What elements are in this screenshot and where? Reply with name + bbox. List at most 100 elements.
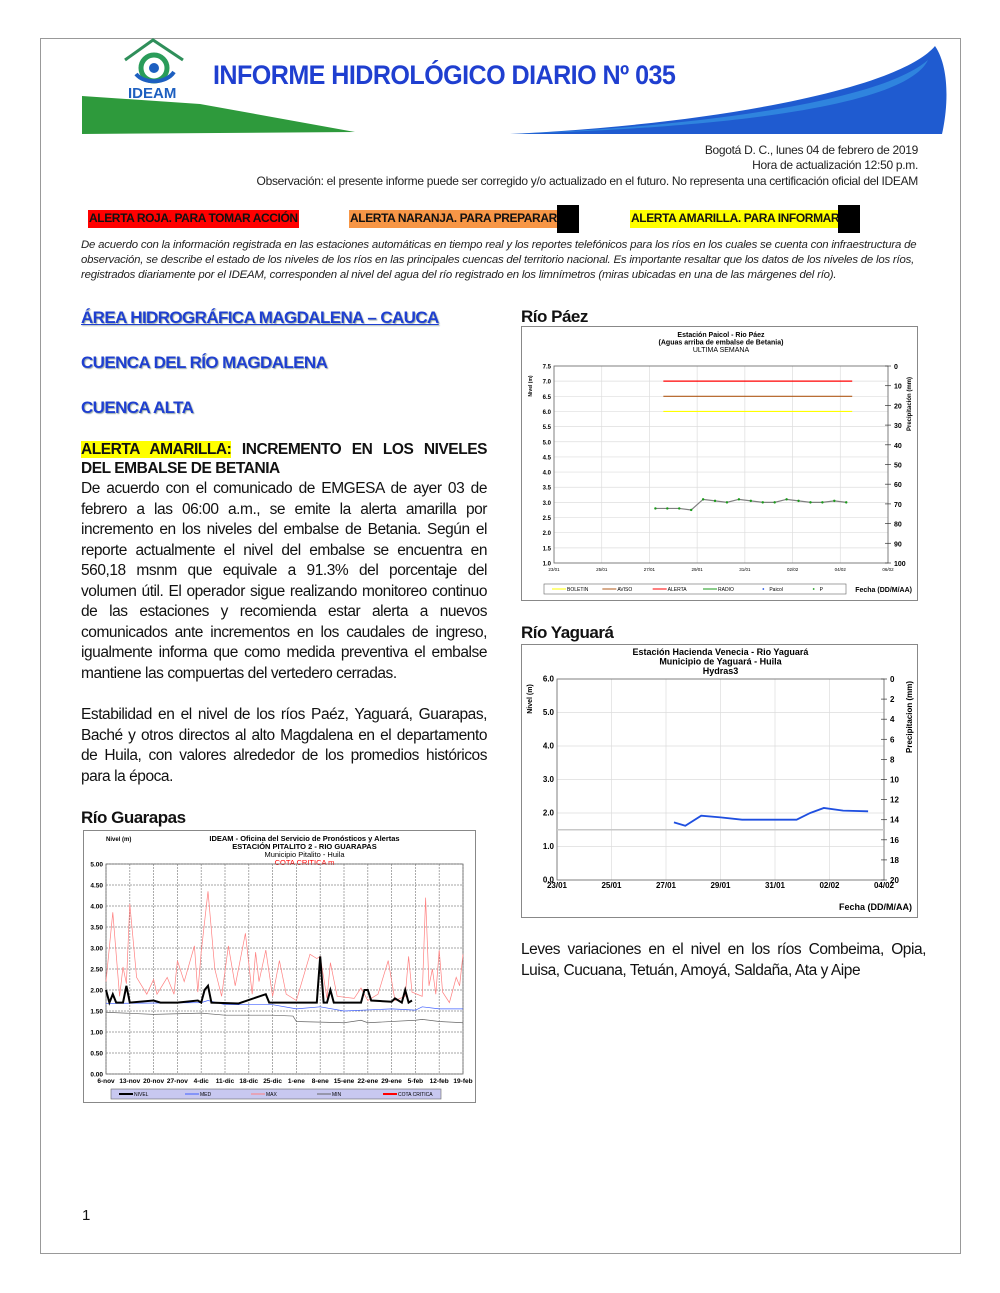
river-guarapas-title: Río Guarapas (81, 808, 186, 827)
y-tick-label: 3.0 (543, 501, 552, 507)
series-line-nivel (673, 807, 869, 827)
x-tick-label: 5-feb (408, 1078, 424, 1085)
chart-title: Estación Hacienda Venecia - Rio Yaguará (633, 647, 810, 657)
chart-title: Municipio de Yaguará - Huila (659, 657, 782, 667)
x-axis-label: Fecha (DD/M/AA) (839, 902, 912, 912)
y-axis-label: Nivel (m) (527, 684, 534, 714)
y2-tick-label: 2 (890, 695, 895, 704)
chart-title: ULTIMA SEMANA (693, 347, 750, 354)
data-point (821, 501, 824, 504)
y2-tick-label: 100 (894, 561, 906, 568)
paragraph-2: Estabilidad en el nivel de los ríos Paéz… (81, 706, 487, 785)
y2-axis-label: Precipitacion (mm) (905, 681, 914, 753)
y-tick-label: 7.0 (543, 380, 552, 386)
y2-tick-label: 18 (890, 856, 899, 865)
alert-title: INCREMENTO EN LOS NIVELES DEL EMBALSE DE… (81, 441, 487, 477)
y-axis-label: Nivel (m) (528, 375, 534, 396)
data-point (678, 507, 681, 510)
y-tick-label: 7.5 (543, 365, 552, 371)
data-point (749, 499, 753, 503)
y2-tick-label: 0 (894, 364, 898, 371)
data-point (833, 499, 836, 503)
alert-red: ALERTA ROJA. PARA TOMAR ACCIÓN (88, 210, 299, 228)
y2-axis-label: Precipitación (mm) (907, 377, 913, 431)
legend-label: MED (200, 1092, 212, 1098)
subcuenca-heading: CUENCA ALTA (81, 398, 194, 417)
area-heading: ÁREA HIDROGRÁFICA MAGDALENA – CAUCA (81, 308, 439, 327)
legend-label: MAX (266, 1092, 278, 1098)
y2-tick-label: 20 (890, 876, 899, 885)
ideam-logo-icon (124, 38, 184, 84)
y2-tick-label: 10 (890, 776, 899, 785)
y-tick-label: 2.0 (543, 809, 555, 818)
y-tick-label: 1.5 (543, 546, 552, 552)
y-tick-label: 2.5 (543, 516, 552, 522)
x-tick-label: 25-dic (263, 1078, 282, 1085)
alert-tag: ALERTA AMARILLA: (81, 441, 232, 458)
x-tick-label: 04/02 (874, 881, 895, 890)
chart-paez: Estación Paicol - Rio Páez(Aguas arriba … (521, 326, 918, 601)
x-tick-label: 13-nov (119, 1078, 140, 1085)
x-tick-label: 23/01 (547, 881, 568, 890)
data-point (666, 507, 669, 510)
y-tick-label: 4.5 (543, 455, 552, 461)
alert-orange: ALERTA NARANJA. PARA PREPARARSE (349, 210, 559, 228)
page-number: 1 (82, 1207, 91, 1224)
legend-label: NIVEL (134, 1092, 149, 1098)
y-tick-label: 5.00 (90, 862, 103, 869)
header-banner (82, 38, 947, 134)
y2-tick-label: 50 (894, 463, 902, 470)
legend-label: ALERTA (668, 587, 688, 593)
y-tick-label: 1.00 (90, 1030, 103, 1037)
x-tick-label: 6-nov (97, 1078, 115, 1085)
river-paez-title: Río Páez (521, 307, 588, 326)
series-line-med (105, 1000, 463, 1012)
legend-box (543, 583, 847, 595)
legend-label: P (820, 587, 824, 593)
x-tick-label: 8-ene (312, 1078, 329, 1085)
data-point (845, 501, 848, 504)
legend-label: Paicol (769, 587, 783, 593)
alert-heading: ALERTA AMARILLA: INCREMENTO EN LOS NIVEL… (81, 440, 487, 478)
y2-tick-label: 70 (894, 502, 902, 509)
x-tick-label: 11-dic (216, 1078, 235, 1085)
x-tick-label: 29/01 (710, 881, 731, 890)
legend-label: RADIO (718, 587, 734, 593)
y-tick-label: 3.5 (543, 486, 552, 492)
data-point (689, 508, 693, 512)
y2-tick-label: 10 (894, 384, 902, 391)
data-point (725, 501, 729, 504)
y-tick-label: 2.00 (90, 988, 103, 995)
x-tick-label: 27/01 (644, 567, 656, 572)
chart-title: Hydras3 (703, 666, 739, 676)
y-tick-label: 2.0 (543, 531, 552, 537)
y-tick-label: 4.50 (90, 883, 103, 890)
y-tick-label: 2.50 (90, 967, 103, 974)
data-point (761, 501, 764, 504)
y2-tick-label: 4 (890, 715, 895, 724)
y-tick-label: 3.50 (90, 925, 103, 932)
y-tick-label: 4.0 (543, 471, 552, 477)
y-tick-label: 6.0 (543, 675, 555, 684)
x-tick-label: 20-nov (143, 1078, 164, 1085)
y-axis-label: Nivel (m) (106, 837, 131, 843)
x-tick-label: 04/02 (835, 567, 847, 572)
y2-tick-label: 20 (894, 403, 902, 410)
data-point (737, 498, 741, 501)
paragraph-3: Leves variaciones en el nivel en los río… (521, 941, 926, 979)
y-tick-label: 5.0 (543, 440, 552, 446)
x-tick-label: 18-dic (239, 1078, 258, 1085)
chart-title: COTA CRITICA m (275, 858, 335, 867)
x-tick-label: 31/01 (739, 567, 751, 572)
data-point (785, 498, 788, 501)
x-tick-label: 23/01 (548, 567, 560, 572)
y2-tick-label: 16 (890, 836, 899, 845)
chart-title: IDEAM - Oficina del Servicio de Pronósti… (209, 834, 399, 843)
y-tick-label: 6.0 (543, 410, 552, 416)
data-point (773, 501, 776, 504)
y2-tick-label: 6 (890, 735, 895, 744)
y-tick-label: 6.5 (543, 395, 552, 401)
report-title: INFORME HIDROLÓGICO DIARIO Nº 035 (213, 60, 676, 90)
series-line-min (105, 1011, 464, 1024)
chart-title: Estación Paicol - Rio Páez (677, 332, 765, 339)
